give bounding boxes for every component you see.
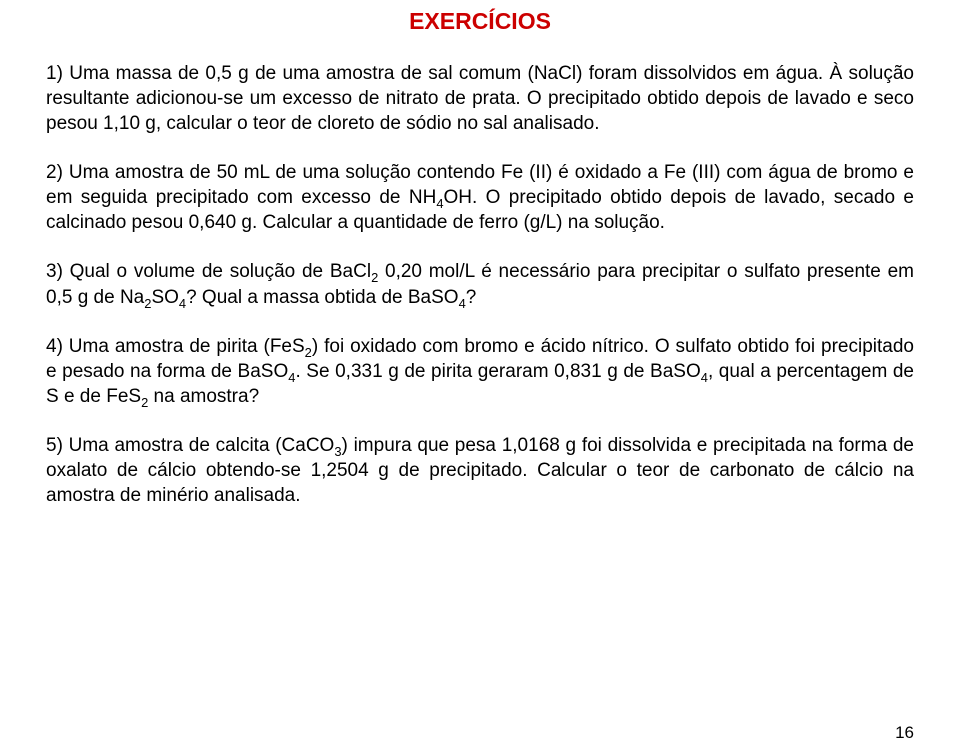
exercise-5: 5) Uma amostra de calcita (CaCO3) impura…: [46, 433, 914, 508]
text: SO: [151, 287, 178, 308]
subscript: 4: [179, 295, 186, 310]
exercise-3: 3) Qual o volume de solução de BaCl2 0,2…: [46, 259, 914, 309]
subscript: 3: [334, 444, 341, 459]
subscript: 2: [305, 344, 312, 359]
page-number: 16: [895, 723, 914, 743]
exercise-4: 4) Uma amostra de pirita (FeS2) foi oxid…: [46, 334, 914, 409]
page-title: EXERCÍCIOS: [46, 8, 914, 35]
text: 3) Qual o volume de solução de BaCl: [46, 261, 371, 282]
exercise-1: 1) Uma massa de 0,5 g de uma amostra de …: [46, 61, 914, 136]
exercise-2: 2) Uma amostra de 50 mL de uma solução c…: [46, 160, 914, 235]
text: 4) Uma amostra de pirita (FeS: [46, 336, 305, 357]
text: . Se 0,331 g de pirita geraram 0,831 g d…: [295, 361, 700, 382]
text: ? Qual a massa obtida de BaSO: [186, 287, 459, 308]
text: 5) Uma amostra de calcita (CaCO: [46, 435, 334, 456]
subscript: 4: [459, 295, 466, 310]
subscript: 4: [701, 370, 708, 385]
document-page: EXERCÍCIOS 1) Uma massa de 0,5 g de uma …: [0, 0, 960, 749]
subscript: 4: [436, 196, 443, 211]
text: ?: [466, 287, 477, 308]
text: na amostra?: [148, 386, 259, 407]
text: 1) Uma massa de 0,5 g de uma amostra de …: [46, 63, 914, 134]
